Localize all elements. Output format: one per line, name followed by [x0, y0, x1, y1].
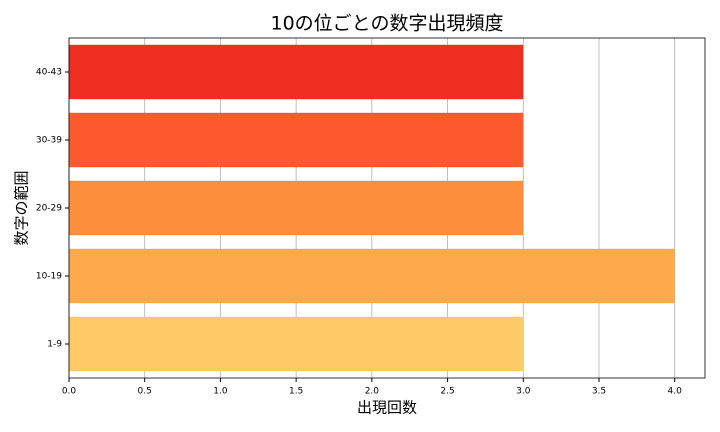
y-tick-label: 30-39	[36, 136, 62, 146]
x-tick-label: 0.0	[62, 387, 77, 397]
plot-frame	[68, 37, 706, 379]
x-tick-label: 4.0	[668, 387, 683, 397]
y-tick-label: 40-43	[36, 68, 62, 78]
bar	[69, 180, 524, 236]
x-tick-label: 3.0	[516, 387, 531, 397]
x-tick-label: 1.0	[213, 387, 228, 397]
x-tick-label: 2.0	[365, 387, 380, 397]
y-tick-label: 10-19	[36, 272, 62, 282]
bar	[69, 316, 524, 372]
chart-title: 10の位ごとの数字出現頻度	[271, 13, 504, 35]
y-tick-label: 1-9	[47, 340, 62, 350]
y-axis-label: 数字の範囲	[13, 170, 31, 245]
x-axis-label: 出現回数	[357, 399, 417, 417]
x-tick-label: 2.5	[440, 387, 454, 397]
bar	[69, 248, 675, 304]
x-tick-label: 0.5	[138, 387, 152, 397]
x-tick-label: 3.5	[592, 387, 606, 397]
y-tick-label: 20-29	[36, 204, 62, 214]
bar	[69, 44, 524, 100]
bar	[69, 112, 524, 168]
x-tick-label: 1.5	[289, 387, 303, 397]
